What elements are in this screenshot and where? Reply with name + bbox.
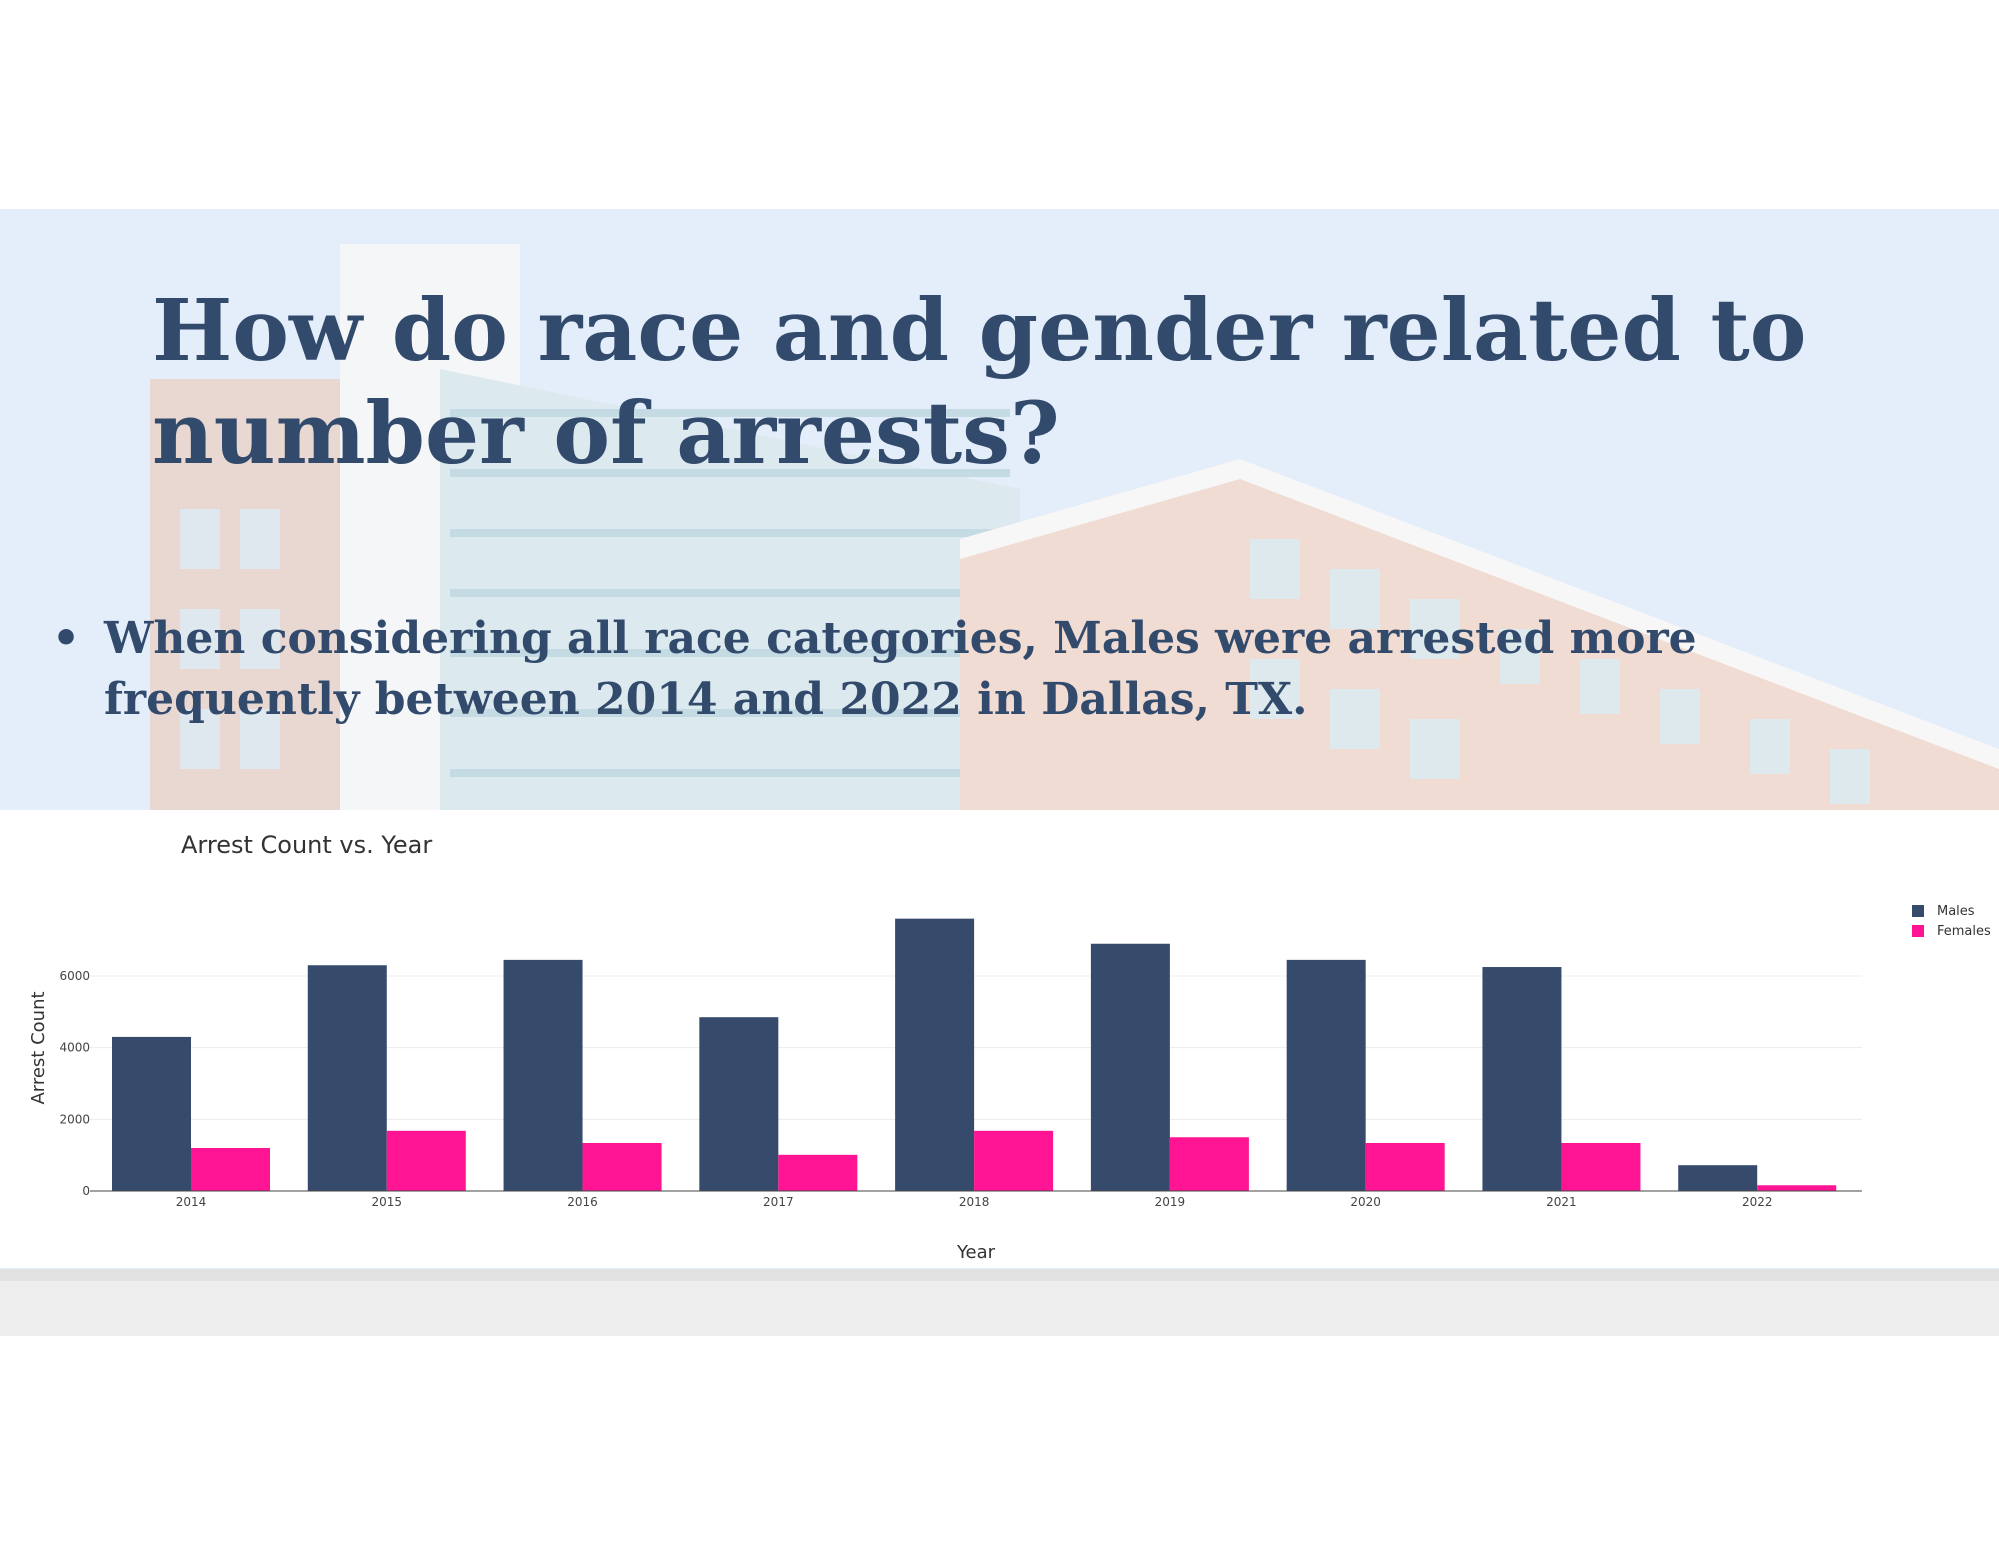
x-tick-label: 2017: [763, 1195, 794, 1209]
bullet-point: • When considering all race categories, …: [52, 608, 1772, 730]
bar-males-2020: [1286, 959, 1366, 1191]
y-tick-label: 0: [82, 1184, 90, 1198]
slide-title: How do race and gender related to number…: [152, 281, 1807, 484]
y-tick-label: 4000: [59, 1041, 90, 1055]
bar-males-2014: [112, 1036, 191, 1191]
bars: [112, 918, 1837, 1191]
y-tick-labels: 0 2000 4000 6000: [59, 969, 90, 1198]
legend-label-females: Females: [1937, 924, 1991, 939]
arrest-count-bar-chart: Arrest Count vs. Year 0 2000 4000 6000 2014…: [28, 831, 1991, 1263]
x-tick-label: 2014: [176, 1195, 207, 1209]
x-tick-label: 2015: [372, 1195, 403, 1209]
x-tick-labels: 2014 2015 2016 2017 2018 2019 2020 2021 2022: [176, 1195, 1773, 1209]
legend-swatch-males: [1912, 905, 1924, 917]
y-axis-title: Arrest Count: [28, 991, 49, 1104]
x-tick-label: 2019: [1155, 1195, 1186, 1209]
x-axis-title: Year: [956, 1242, 996, 1263]
bar-females-2020: [1365, 1142, 1445, 1191]
chart-title: Arrest Count vs. Year: [181, 831, 432, 859]
bar-females-2017: [778, 1154, 858, 1191]
bar-females-2019: [1169, 1137, 1249, 1191]
x-tick-label: 2016: [567, 1195, 598, 1209]
bar-males-2022: [1678, 1165, 1758, 1191]
x-tick-label: 2018: [959, 1195, 990, 1209]
x-tick-label: 2020: [1350, 1195, 1381, 1209]
bar-males-2017: [699, 1017, 779, 1191]
legend-label-males: Males: [1937, 904, 1975, 919]
legend: Males Females: [1912, 904, 1991, 939]
x-tick-label: 2021: [1546, 1195, 1577, 1209]
bar-males-2018: [895, 918, 975, 1191]
bullet-marker: •: [52, 613, 81, 664]
bar-males-2019: [1090, 943, 1170, 1191]
bar-females-2018: [974, 1130, 1054, 1191]
bar-females-2014: [191, 1148, 270, 1191]
bar-females-2015: [386, 1130, 466, 1191]
bar-females-2022: [1757, 1185, 1837, 1191]
bar-males-2016: [503, 959, 583, 1191]
x-tick-label: 2022: [1742, 1195, 1773, 1209]
chart-panel: Arrest Count vs. Year 0 2000 4000 6000 2014…: [0, 810, 1999, 1268]
bar-females-2021: [1561, 1142, 1641, 1191]
y-tick-label: 2000: [59, 1112, 90, 1126]
bar-males-2015: [307, 965, 387, 1191]
bar-males-2021: [1482, 967, 1562, 1191]
y-tick-label: 6000: [59, 969, 90, 983]
bar-females-2016: [582, 1142, 662, 1191]
bullet-text: When considering all race categories, Ma…: [104, 613, 1697, 725]
legend-swatch-females: [1912, 925, 1924, 937]
